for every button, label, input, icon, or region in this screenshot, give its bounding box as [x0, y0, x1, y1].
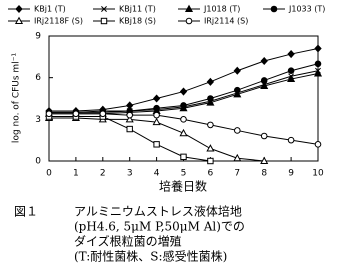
marker [152, 94, 161, 103]
marker [125, 114, 134, 123]
legend-marker [100, 17, 108, 25]
marker [180, 116, 187, 123]
marker [99, 110, 107, 118]
y-axis-label: log no. of CFUs ml⁻¹ [12, 53, 22, 144]
marker [153, 104, 160, 112]
y-tick-label: 6 [35, 73, 41, 83]
caption-line: アルミニウムストレス液体培地 [74, 204, 242, 219]
marker [313, 69, 323, 77]
legend-marker [185, 17, 193, 25]
series-line [49, 48, 319, 112]
marker [206, 98, 215, 106]
marker [152, 117, 161, 126]
marker [45, 110, 53, 118]
marker [260, 56, 268, 66]
legend-marker [270, 5, 278, 13]
marker [287, 74, 296, 83]
marker [126, 125, 133, 133]
y-tick-label: 3 [35, 115, 41, 125]
legend-label: IRj2114 (S) [204, 17, 248, 26]
marker [206, 77, 215, 86]
marker [126, 111, 133, 119]
x-tick-label: 10 [312, 169, 324, 179]
marker [180, 153, 187, 161]
marker [314, 60, 322, 68]
y-tick-label: 0 [35, 157, 41, 167]
marker [153, 141, 160, 148]
marker [179, 128, 188, 137]
marker [233, 66, 241, 75]
x-tick-label: 3 [127, 169, 133, 179]
marker [260, 132, 268, 140]
marker [287, 50, 295, 59]
marker [179, 87, 188, 96]
x-axis-label: 培養日数 [159, 179, 207, 194]
x-tick-label: 9 [288, 169, 294, 179]
marker [314, 44, 322, 53]
x-tick-label: 8 [261, 169, 267, 179]
marker [180, 102, 187, 109]
legend-label: J1018 (T) [203, 5, 240, 14]
x-tick-label: 0 [46, 169, 52, 179]
marker [287, 67, 295, 75]
caption-line: (T:耐性菌株、S:感受性菌株) [74, 249, 227, 264]
marker [260, 156, 269, 164]
x-tick-label: 2 [100, 169, 106, 179]
legend-marker [15, 4, 23, 14]
marker [153, 111, 160, 119]
x-tick-label: 5 [181, 169, 187, 179]
x-tick-label: 7 [234, 169, 240, 179]
marker [260, 81, 269, 89]
caption-line: (pH4.6, 5μM P,50μM Al)での [74, 220, 245, 234]
marker [233, 153, 242, 162]
legend-marker [101, 6, 107, 12]
marker [287, 136, 295, 144]
legend-label: KBj11 (T) [119, 5, 156, 14]
caption-label: 図１ [14, 205, 38, 219]
marker [233, 89, 242, 98]
legend-label: J1033 (T) [288, 5, 325, 14]
x-tick-label: 1 [73, 169, 79, 179]
marker [207, 157, 214, 165]
legend-label: IRj2118F (S) [34, 17, 83, 26]
marker [314, 141, 322, 148]
marker [207, 95, 214, 102]
y-tick-label: 9 [35, 32, 41, 42]
legend-label: KBj18 (S) [119, 17, 156, 26]
x-tick-label: 6 [208, 169, 214, 179]
marker [72, 110, 80, 118]
marker [207, 121, 214, 129]
legend-marker [14, 16, 24, 24]
x-tick-label: 4 [154, 169, 160, 179]
plot-frame [48, 35, 319, 162]
marker [234, 127, 241, 134]
marker [206, 144, 215, 152]
marker [234, 86, 241, 94]
legend-marker [184, 4, 194, 12]
caption-line: ダイズ根粒菌の増殖 [74, 234, 182, 249]
legend-label: KBj1 (T) [34, 5, 66, 14]
marker [260, 77, 268, 84]
